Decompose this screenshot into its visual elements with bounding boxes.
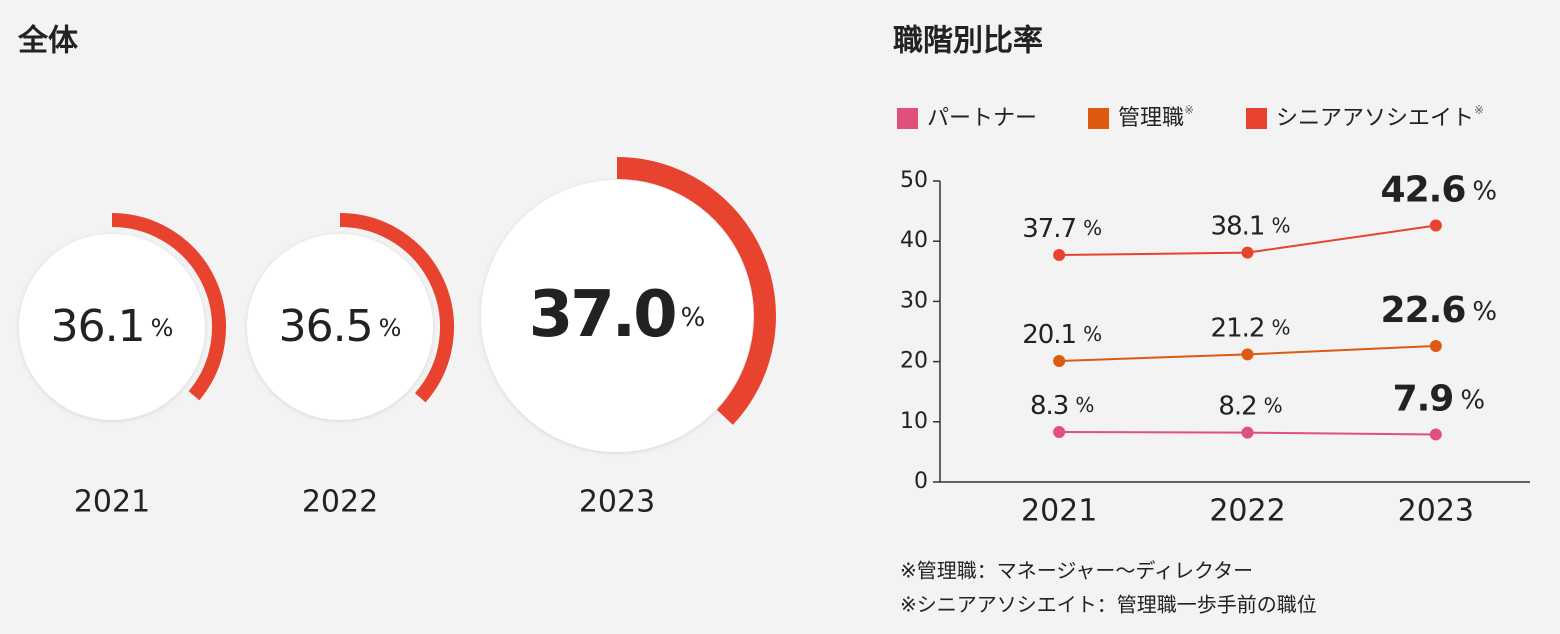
legend-name: 管理職 xyxy=(1118,106,1184,131)
data-value: 21.2 xyxy=(1211,313,1265,343)
legend-swatch xyxy=(897,108,918,129)
x-tick-label: 2022 xyxy=(1209,494,1285,529)
point xyxy=(1429,339,1442,352)
data-value: 20.1 xyxy=(1022,319,1076,349)
unit-label: % xyxy=(1264,393,1283,417)
legend-label: パートナー xyxy=(927,106,1037,131)
point xyxy=(1053,426,1066,439)
legend-swatch xyxy=(1088,108,1109,129)
donut-disk xyxy=(481,180,753,452)
value-label: 36.1 xyxy=(51,301,145,352)
unit-label: % xyxy=(681,303,706,333)
donut-disk xyxy=(247,234,433,420)
data-value: 8.2 xyxy=(1218,391,1256,421)
data-value: 22.6 xyxy=(1381,290,1466,331)
x-tick-label: 2021 xyxy=(1021,494,1097,529)
value-label: 37.0 xyxy=(529,278,675,352)
data-label: 20.1% xyxy=(1022,319,1102,349)
data-label: 7.9% xyxy=(1393,378,1486,419)
y-tick-label: 0 xyxy=(914,469,928,494)
donut-arc xyxy=(616,157,776,425)
legend-name: シニアアソシエイト xyxy=(1276,106,1474,131)
legend-swatch xyxy=(1246,108,1267,129)
point xyxy=(1429,219,1442,232)
data-label: 42.6% xyxy=(1381,170,1498,211)
point xyxy=(1241,348,1254,361)
donut-value: 36.5% xyxy=(279,301,402,352)
donut-disk xyxy=(19,234,205,420)
y-tick-label: 50 xyxy=(900,168,928,193)
value-label: 36.5 xyxy=(279,301,373,352)
donut-arc xyxy=(111,213,226,401)
y-tick-label: 30 xyxy=(900,288,928,313)
unit-label: % xyxy=(1271,213,1290,237)
donut-arc xyxy=(339,213,454,403)
line-title: 職階別比率 xyxy=(893,24,1043,59)
donut-value: 36.1% xyxy=(51,301,174,352)
point xyxy=(1053,354,1066,367)
unit-label: % xyxy=(1083,321,1102,345)
data-label: 38.1% xyxy=(1211,211,1291,241)
legend-name: パートナー xyxy=(927,106,1037,131)
data-label: 37.7% xyxy=(1022,214,1102,244)
year-label: 2021 xyxy=(74,485,150,520)
data-value: 37.7 xyxy=(1022,214,1076,244)
data-label: 8.2% xyxy=(1218,391,1282,421)
legend-mark: ※ xyxy=(1184,103,1194,117)
data-value: 7.9 xyxy=(1393,378,1454,419)
point xyxy=(1241,426,1254,439)
unit-label: % xyxy=(1075,393,1094,417)
data-value: 38.1 xyxy=(1211,211,1265,241)
point xyxy=(1429,428,1442,441)
x-tick-label: 2023 xyxy=(1398,494,1474,529)
data-label: 8.3% xyxy=(1030,391,1094,421)
unit-label: % xyxy=(1472,296,1497,326)
footnote: ※管理職：マネージャー～ディレクター xyxy=(900,559,1253,583)
legend-label: 管理職※ xyxy=(1118,103,1194,132)
donut-value: 37.0% xyxy=(529,278,706,352)
footnote: ※シニアアソシエイト：管理職一歩手前の職位 xyxy=(900,593,1317,617)
y-tick-label: 40 xyxy=(900,228,928,253)
data-value: 8.3 xyxy=(1030,391,1068,421)
unit-label: % xyxy=(379,314,402,342)
data-label: 21.2% xyxy=(1211,313,1291,343)
year-label: 2023 xyxy=(579,485,655,520)
unit-label: % xyxy=(1460,385,1485,415)
point xyxy=(1053,249,1066,262)
legend-mark: ※ xyxy=(1474,103,1484,117)
data-value: 42.6 xyxy=(1381,170,1466,211)
donut-title: 全体 xyxy=(17,24,79,59)
data-label: 22.6% xyxy=(1381,290,1498,331)
year-label: 2022 xyxy=(302,485,378,520)
unit-label: % xyxy=(1271,315,1290,339)
y-tick-label: 10 xyxy=(900,409,928,434)
unit-label: % xyxy=(1083,216,1102,240)
legend-label: シニアアソシエイト※ xyxy=(1276,103,1484,132)
y-tick-label: 20 xyxy=(900,349,928,374)
unit-label: % xyxy=(1472,176,1497,206)
point xyxy=(1241,246,1254,259)
unit-label: % xyxy=(151,314,174,342)
